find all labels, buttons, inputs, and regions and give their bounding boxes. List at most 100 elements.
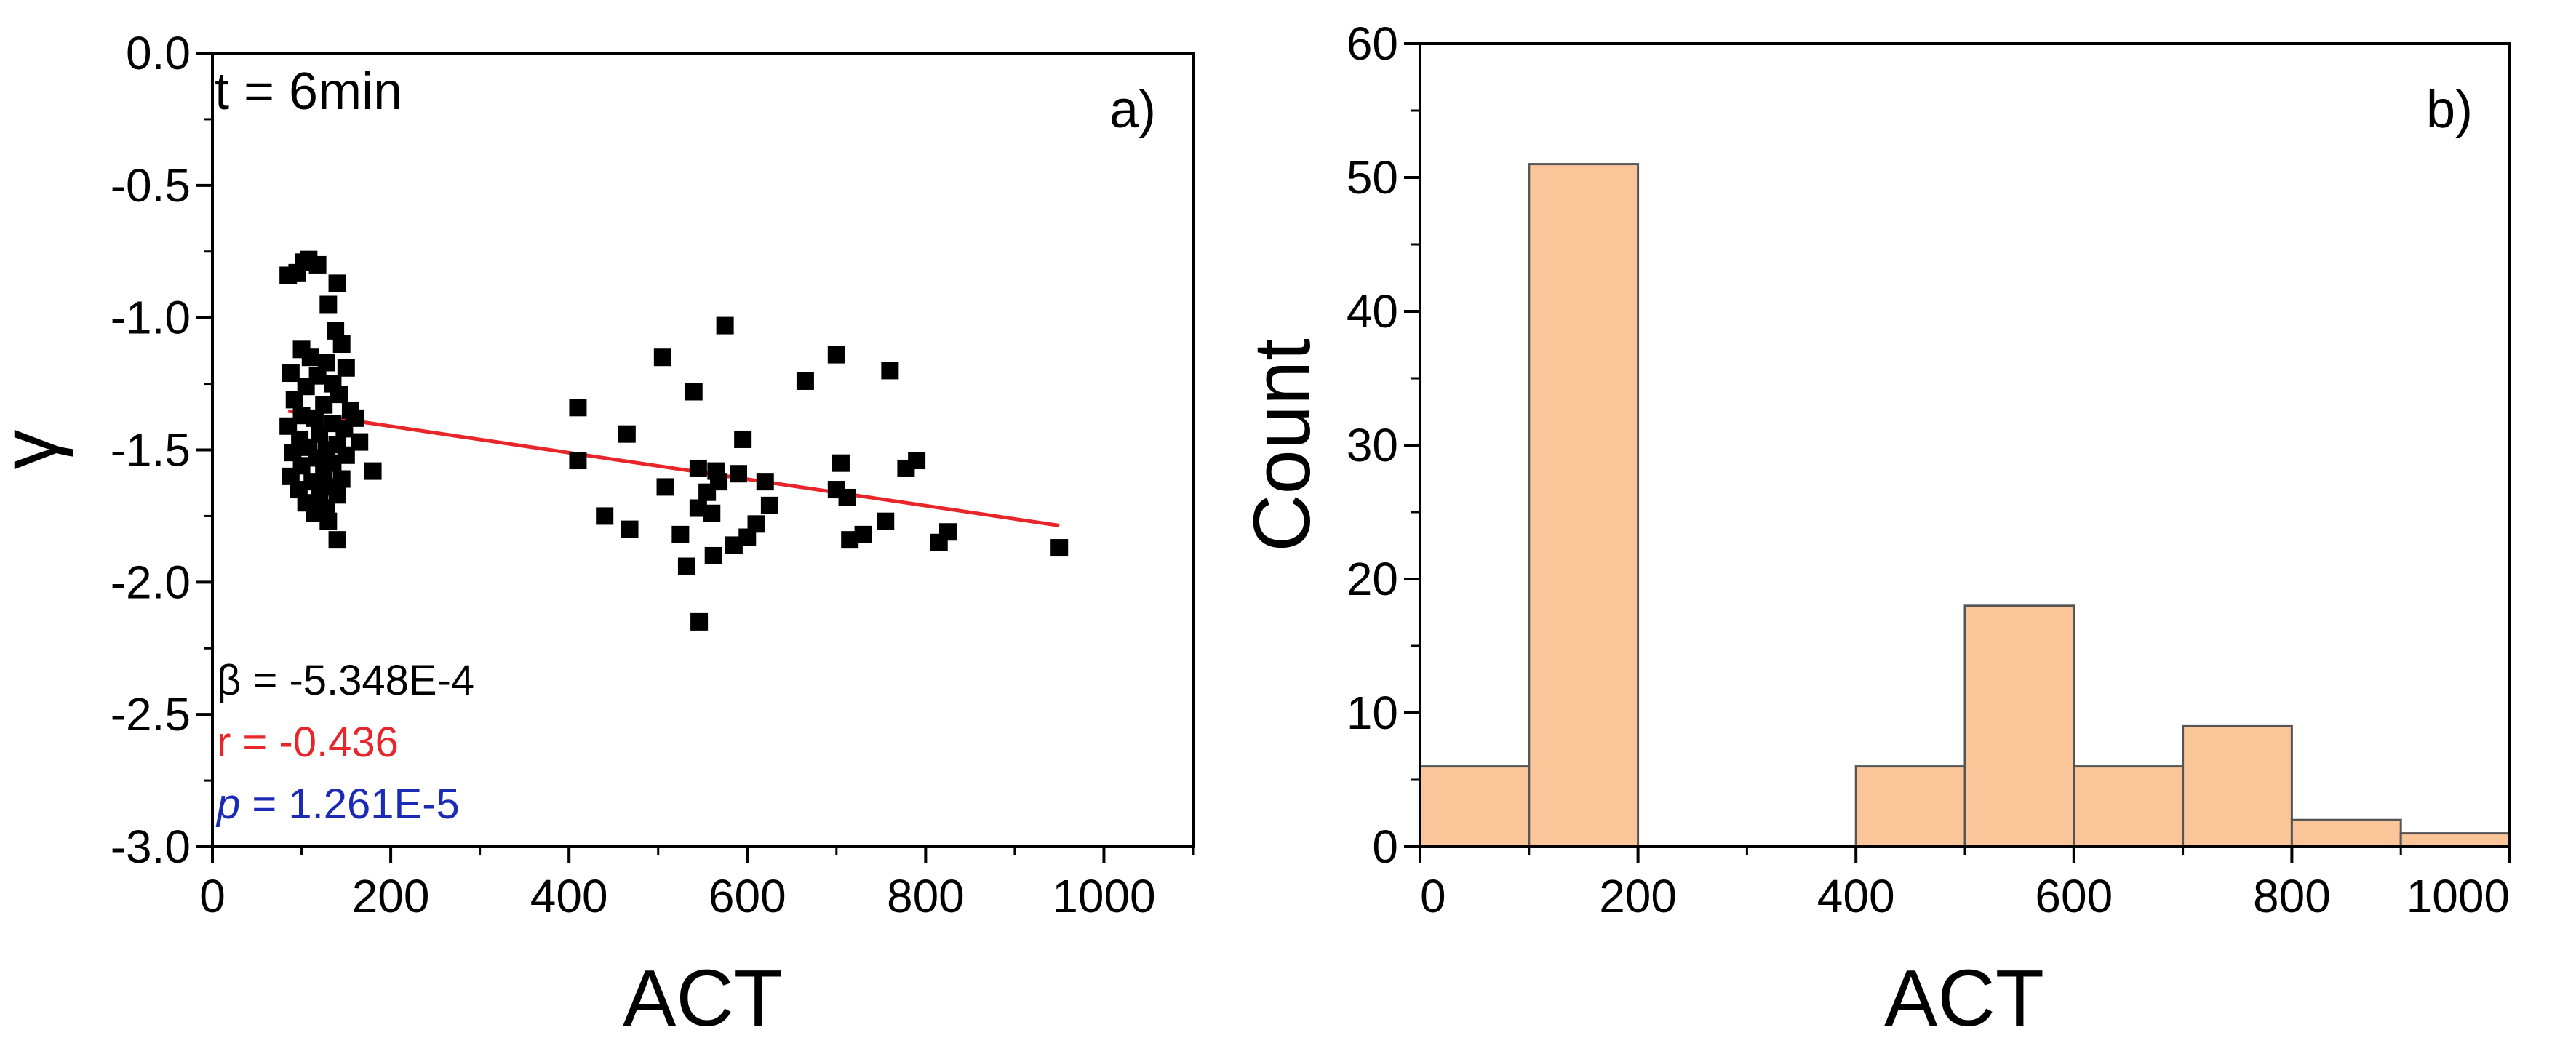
data-point bbox=[716, 316, 734, 335]
data-point bbox=[685, 383, 703, 401]
data-point bbox=[704, 546, 722, 564]
y-tick-label-a: -0.5 bbox=[111, 159, 191, 212]
data-point bbox=[337, 359, 355, 377]
data-point bbox=[328, 274, 346, 292]
data-point bbox=[569, 399, 587, 417]
histogram-bar bbox=[2399, 832, 2511, 848]
y-tick-label-a: -2.5 bbox=[111, 688, 191, 740]
data-point bbox=[569, 452, 587, 470]
data-point bbox=[908, 452, 926, 470]
data-point bbox=[877, 512, 895, 530]
p-value: = 1.261E-5 bbox=[240, 780, 460, 828]
histogram-bar bbox=[1963, 604, 2075, 848]
x-axis-title-b: ACT bbox=[1884, 954, 2044, 1043]
x-tick-label-b: 400 bbox=[1817, 870, 1895, 922]
scatter-points bbox=[279, 250, 1069, 631]
x-tick-label-b: 600 bbox=[2035, 870, 2113, 922]
x-tick-label-a: 800 bbox=[887, 870, 965, 922]
data-point bbox=[596, 507, 614, 525]
data-point bbox=[747, 515, 765, 533]
data-point bbox=[703, 504, 721, 522]
r-annotation: r = -0.436 bbox=[217, 719, 399, 766]
data-point bbox=[319, 295, 338, 314]
y-tick-label-a: -1.0 bbox=[111, 292, 191, 344]
data-point bbox=[364, 462, 382, 480]
data-point bbox=[671, 525, 690, 543]
data-point bbox=[730, 465, 748, 483]
histogram-bar bbox=[2073, 765, 2185, 848]
data-point bbox=[854, 525, 872, 543]
scatter-chart: 0.0 -0.5 -1.0 -1.5 -2.0 -2.5 -3.0 0 200 400 600 80… bbox=[0, 27, 1195, 1043]
data-point bbox=[328, 531, 346, 549]
histogram-bar bbox=[1528, 163, 1640, 848]
data-point bbox=[710, 473, 728, 491]
panel-label-b: b) bbox=[2426, 81, 2473, 139]
data-point bbox=[282, 364, 300, 383]
y-axis-title-a: γ bbox=[0, 430, 74, 470]
regression-line bbox=[287, 409, 1060, 527]
x-axis-title-a: ACT bbox=[623, 954, 783, 1043]
data-point bbox=[621, 520, 639, 538]
data-point bbox=[335, 420, 354, 438]
data-point bbox=[756, 473, 774, 491]
data-point bbox=[760, 496, 778, 514]
panel-label-a: a) bbox=[1109, 81, 1156, 139]
plot-frame-a bbox=[211, 52, 1195, 848]
data-point bbox=[689, 459, 707, 477]
data-point bbox=[653, 348, 671, 367]
data-point bbox=[881, 362, 899, 380]
x-tick-label-a: 600 bbox=[709, 870, 786, 922]
y-axis-a: 0.0 -0.5 -1.0 -1.5 -2.0 -2.5 -3.0 bbox=[111, 27, 212, 873]
x-tick-label-a: 200 bbox=[352, 870, 430, 922]
histogram-bar bbox=[1854, 765, 1966, 848]
data-point bbox=[677, 557, 695, 575]
data-point bbox=[618, 425, 636, 443]
data-point bbox=[330, 386, 348, 404]
x-tick-label-a: 400 bbox=[530, 870, 608, 922]
y-tick-label-b: 50 bbox=[1347, 151, 1398, 204]
x-axis-b: 0 200 400 600 800 1000 bbox=[1419, 847, 2511, 922]
data-point bbox=[690, 612, 709, 631]
data-point bbox=[1050, 539, 1069, 557]
p-symbol: p bbox=[215, 780, 240, 828]
y-tick-label-a: -1.5 bbox=[111, 424, 191, 476]
data-point bbox=[734, 430, 752, 448]
y-tick-label-b: 30 bbox=[1347, 419, 1398, 471]
y-tick-label-a: -2.0 bbox=[111, 556, 191, 608]
data-point bbox=[319, 512, 338, 530]
data-point bbox=[656, 478, 674, 496]
x-tick-label-b: 200 bbox=[1599, 870, 1677, 922]
data-point bbox=[285, 391, 303, 409]
y-tick-label-b: 20 bbox=[1347, 553, 1398, 605]
y-tick-label-b: 0 bbox=[1372, 821, 1398, 873]
plot-frame-b bbox=[1419, 42, 2511, 848]
chart-title: t = 6min bbox=[215, 63, 402, 121]
y-tick-label-b: 10 bbox=[1347, 687, 1398, 739]
y-axis-title-b: Count bbox=[1237, 338, 1327, 552]
data-point bbox=[827, 346, 845, 364]
p-annotation: p = 1.261E-5 bbox=[215, 780, 460, 828]
x-tick-label-b: 1000 bbox=[2406, 870, 2510, 922]
y-tick-label-b: 40 bbox=[1347, 285, 1398, 338]
x-axis-a: 0 200 400 600 800 1000 bbox=[199, 847, 1195, 922]
y-tick-label-a: 0.0 bbox=[126, 27, 191, 79]
histogram-bar bbox=[1419, 765, 1531, 848]
data-point bbox=[301, 348, 319, 367]
data-point bbox=[308, 255, 327, 274]
y-tick-label-b: 60 bbox=[1347, 17, 1398, 70]
histogram-bar bbox=[2182, 724, 2293, 848]
data-point bbox=[306, 409, 324, 427]
y-tick-label-a: -3.0 bbox=[111, 821, 191, 873]
data-point bbox=[796, 372, 814, 390]
beta-annotation: β = -5.348E-4 bbox=[217, 657, 474, 704]
y-axis-b: 0 10 20 30 40 50 60 bbox=[1347, 17, 1420, 873]
x-tick-label-a: 1000 bbox=[1052, 870, 1155, 922]
histogram-chart: 0 10 20 30 40 50 60 0 200 400 600 800 1000 b) ACT C… bbox=[1237, 17, 2511, 1043]
data-point bbox=[838, 488, 856, 506]
histogram-bar bbox=[2290, 818, 2402, 848]
x-tick-label-b: 800 bbox=[2253, 870, 2331, 922]
data-point bbox=[832, 454, 850, 472]
x-tick-label-b: 0 bbox=[1420, 870, 1446, 922]
data-point bbox=[332, 335, 351, 354]
